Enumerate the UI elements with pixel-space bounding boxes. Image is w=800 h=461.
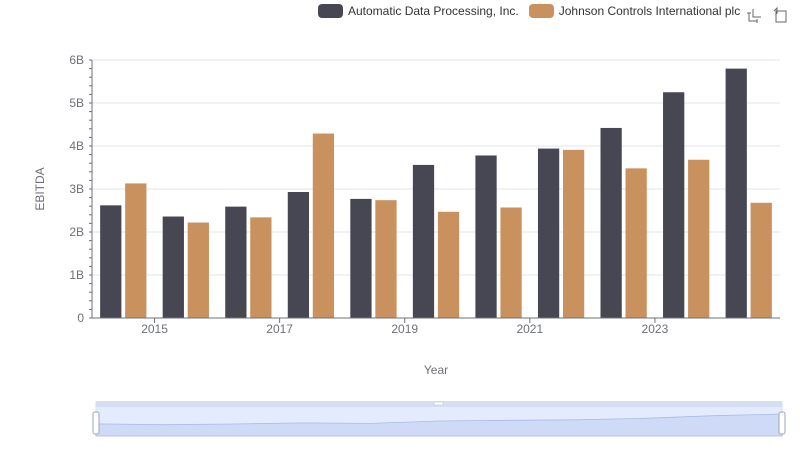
- axes: 0 1B 2B 3B 4B 5B 6B 2015 2017 2019 2021 2023: [69, 53, 780, 336]
- bar-adp: [225, 206, 247, 318]
- zoom-move-handle: [433, 401, 444, 406]
- bar-jci: [312, 133, 335, 318]
- bar-adp: [412, 164, 435, 318]
- legend-swatch-adp: [318, 4, 343, 18]
- x-axis-title: Year: [424, 363, 448, 377]
- x-tick-label: 2021: [516, 322, 543, 336]
- y-tick-label: 5B: [69, 96, 84, 110]
- legend-label-jci: Johnson Controls International plc: [558, 4, 741, 18]
- x-tick-label: 2023: [642, 322, 669, 336]
- toolbox: [746, 6, 798, 24]
- data-zoom-icon[interactable]: [746, 6, 764, 24]
- bar-adp: [725, 68, 747, 318]
- bar-jci: [625, 168, 647, 318]
- y-tick-label: 2B: [69, 225, 84, 239]
- bar-jci: [250, 217, 272, 318]
- bar-adp: [537, 148, 560, 318]
- bar-jci: [688, 159, 710, 318]
- bar-jci: [750, 202, 772, 318]
- data-zoom-slider[interactable]: [92, 401, 786, 437]
- legend-item-adp[interactable]: Automatic Data Processing, Inc.: [318, 4, 519, 18]
- bar-adp: [600, 127, 622, 318]
- bar-adp: [162, 216, 184, 318]
- zoom-left-handle: [92, 411, 100, 435]
- bar-jci: [437, 211, 460, 318]
- x-tick-label: 2015: [141, 322, 168, 336]
- legend-item-jci[interactable]: Johnson Controls International plc: [528, 4, 741, 18]
- legend-swatch-jci: [528, 4, 554, 18]
- bar-jci: [375, 200, 397, 318]
- bar-adp: [663, 92, 685, 318]
- bar-adp: [100, 205, 122, 318]
- legend-label-adp: Automatic Data Processing, Inc.: [348, 4, 519, 18]
- y-tick-label: 3B: [69, 182, 84, 196]
- bar-jci: [187, 222, 209, 318]
- zoom-right-handle: [778, 411, 786, 435]
- restore-icon[interactable]: [772, 6, 790, 24]
- bar-adp: [475, 155, 497, 318]
- x-tick-label: 2017: [266, 322, 293, 336]
- y-tick-label: 4B: [69, 139, 84, 153]
- bar-adp: [350, 198, 372, 318]
- bar-adp: [287, 192, 310, 318]
- bar-jci: [125, 183, 147, 318]
- y-tick-label: 0: [77, 311, 84, 325]
- y-tick-label: 6B: [69, 53, 84, 67]
- y-tick-label: 1B: [69, 268, 84, 282]
- bars: [100, 68, 772, 318]
- x-tick-label: 2019: [391, 322, 418, 336]
- y-axis-title: EBITDA: [33, 167, 47, 210]
- legend: Automatic Data Processing, Inc. Johnson …: [318, 4, 750, 18]
- bar-jci: [500, 207, 522, 318]
- bar-jci: [562, 149, 585, 318]
